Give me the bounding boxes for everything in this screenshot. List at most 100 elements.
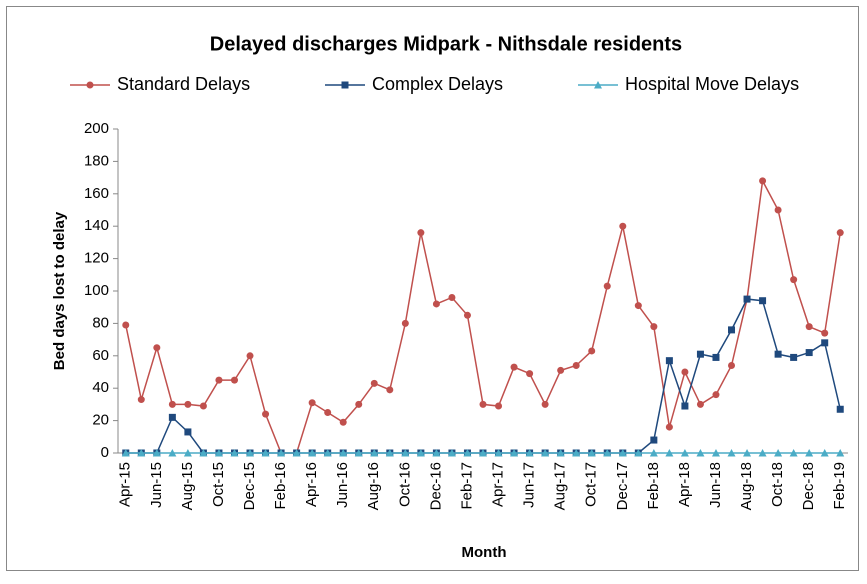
x-tick-label: Feb-19 [831,462,848,510]
legend-marker [86,81,94,89]
data-point [572,362,580,370]
data-point [199,402,207,410]
data-point [122,321,130,329]
legend-label: Complex Delays [372,74,503,94]
chart-title: Delayed discharges Midpark - Nithsdale r… [210,33,682,55]
data-point [495,402,503,410]
data-point [758,449,767,457]
data-point [137,396,145,404]
data-point [681,368,689,376]
data-point [370,449,379,457]
data-point [262,410,270,418]
data-point [821,329,829,337]
data-point [246,352,254,360]
x-tick-label: Feb-16 [272,462,289,510]
data-point [774,206,782,214]
data-point [728,362,736,370]
data-point [308,399,316,407]
data-point [634,302,642,310]
data-point [199,449,208,457]
data-point [215,376,223,384]
data-point [711,449,720,457]
x-tick-label: Dec-16 [427,462,444,510]
legend-label: Hospital Move Delays [625,74,799,94]
data-point [510,363,518,371]
data-point [696,449,705,457]
x-tick-label: Oct-18 [769,462,786,507]
data-point [696,350,704,358]
data-point [230,449,239,457]
x-tick-label: Apr-15 [117,462,134,507]
data-point [417,229,425,237]
data-point [168,413,176,421]
data-point [556,449,565,457]
data-point [743,449,752,457]
data-point [525,449,534,457]
data-point [137,449,146,457]
data-point [339,418,347,426]
data-point [790,276,798,284]
data-point [432,300,440,308]
x-tick-label: Jun-17 [521,462,538,508]
data-point [650,323,658,331]
data-point [603,282,611,290]
data-point [588,347,596,355]
data-point [152,449,161,457]
y-tick-label: 20 [92,412,109,429]
data-point [805,349,813,357]
data-point [292,449,301,457]
data-point [386,386,394,394]
data-point [618,449,627,457]
data-point [494,449,503,457]
x-tick-label: Aug-17 [552,462,569,510]
data-point [370,379,378,387]
data-point [728,326,736,334]
data-point [261,449,270,457]
data-point [168,449,177,457]
data-point [587,449,596,457]
x-tick-label: Aug-16 [365,462,382,510]
y-tick-label: 160 [84,185,109,202]
y-tick-label: 0 [101,444,109,461]
data-point [712,391,720,399]
x-tick-label: Oct-16 [396,462,413,507]
data-point [448,293,456,301]
data-point [727,449,736,457]
data-point [230,376,238,384]
data-point [324,409,332,416]
data-point [774,350,782,358]
data-point [649,449,658,457]
data-point [183,449,192,457]
data-point [308,449,317,457]
data-point [680,449,689,457]
data-point [184,428,192,436]
data-point [836,229,844,237]
data-point [743,295,751,303]
data-point [696,400,704,408]
data-point [401,449,410,457]
x-tick-label: Dec-17 [614,462,631,510]
data-point [463,449,472,457]
legend-marker [594,81,602,89]
data-point [447,449,456,457]
legend-label: Standard Delays [117,74,250,94]
y-tick-label: 200 [84,120,109,137]
data-point [759,297,767,305]
data-point [401,319,409,327]
x-tick-label: Jun-18 [707,462,724,508]
data-point [416,449,425,457]
x-tick-label: Jun-16 [334,462,351,508]
data-point [619,222,627,230]
y-axis-title: Bed days lost to delay [51,211,68,370]
data-point [603,449,612,457]
data-point [836,449,845,457]
data-point [463,311,471,319]
data-point [805,323,813,331]
data-point [479,449,487,457]
data-point [712,353,720,361]
y-tick-label: 80 [92,314,109,331]
data-point [790,353,798,361]
data-point [634,449,643,457]
x-tick-label: Oct-17 [583,462,600,507]
